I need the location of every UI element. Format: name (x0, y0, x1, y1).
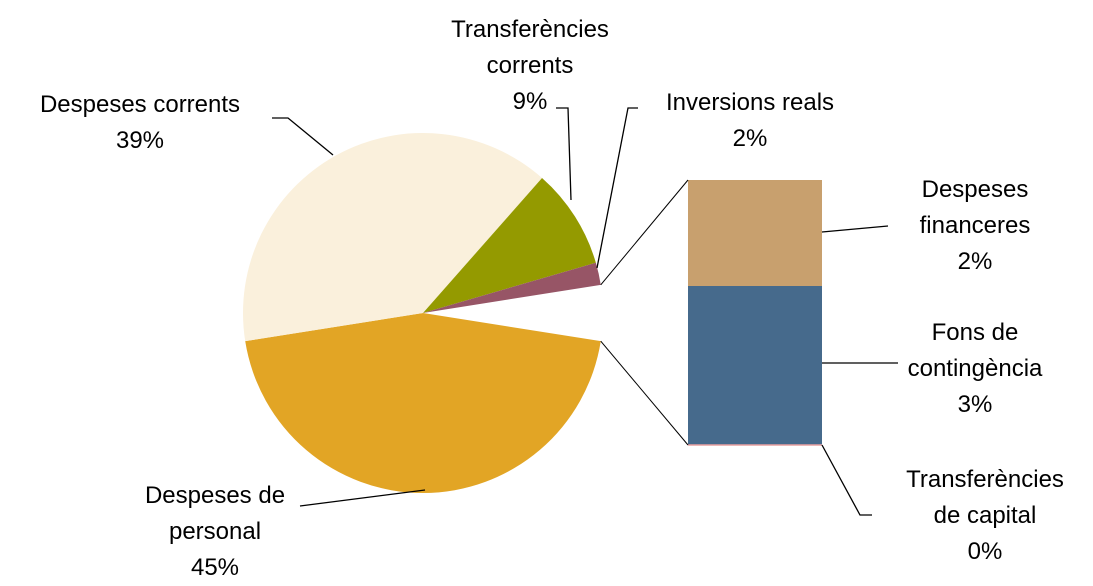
bar-segment (688, 180, 822, 286)
data-label: Transferències corrents 9% (430, 12, 630, 120)
label-value: 45% (190, 554, 240, 581)
leader-line (596, 107, 638, 269)
data-label: Inversions reals 2% (620, 85, 880, 157)
leader-line (272, 117, 334, 156)
label-name: Inversions reals (665, 89, 835, 116)
label-value: 9% (512, 88, 548, 115)
label-name: Fons de contingència (907, 319, 1043, 382)
label-value: 2% (957, 248, 993, 275)
leader-line (821, 225, 889, 233)
label-name: Transferències corrents (451, 16, 609, 79)
label-name: Transferències de capital (906, 466, 1064, 529)
label-name: Despeses de personal (144, 482, 286, 545)
bar-segment (688, 286, 822, 445)
label-value: 39% (115, 127, 165, 154)
label-name: Despeses corrents (39, 91, 241, 118)
label-value: 0% (967, 538, 1003, 565)
pie-slice (423, 262, 601, 313)
data-label: Despeses corrents 39% (10, 87, 270, 159)
pie-slice (243, 132, 543, 342)
data-label: Transferències de capital 0% (898, 462, 1073, 570)
pie-slice (245, 313, 601, 493)
data-label: Despeses de personal 45% (115, 478, 315, 586)
label-value: 3% (957, 391, 993, 418)
leader-line (299, 489, 426, 507)
label-name: Despeses financeres (919, 176, 1031, 239)
connector-line (600, 340, 689, 446)
leader-line (821, 444, 872, 516)
data-label: Despeses financeres 2% (890, 172, 1060, 280)
label-value: 2% (732, 125, 768, 152)
leader-line (556, 107, 572, 201)
data-label: Fons de contingència 3% (885, 315, 1065, 423)
connector-line (600, 179, 689, 286)
pie-slice (423, 177, 596, 313)
